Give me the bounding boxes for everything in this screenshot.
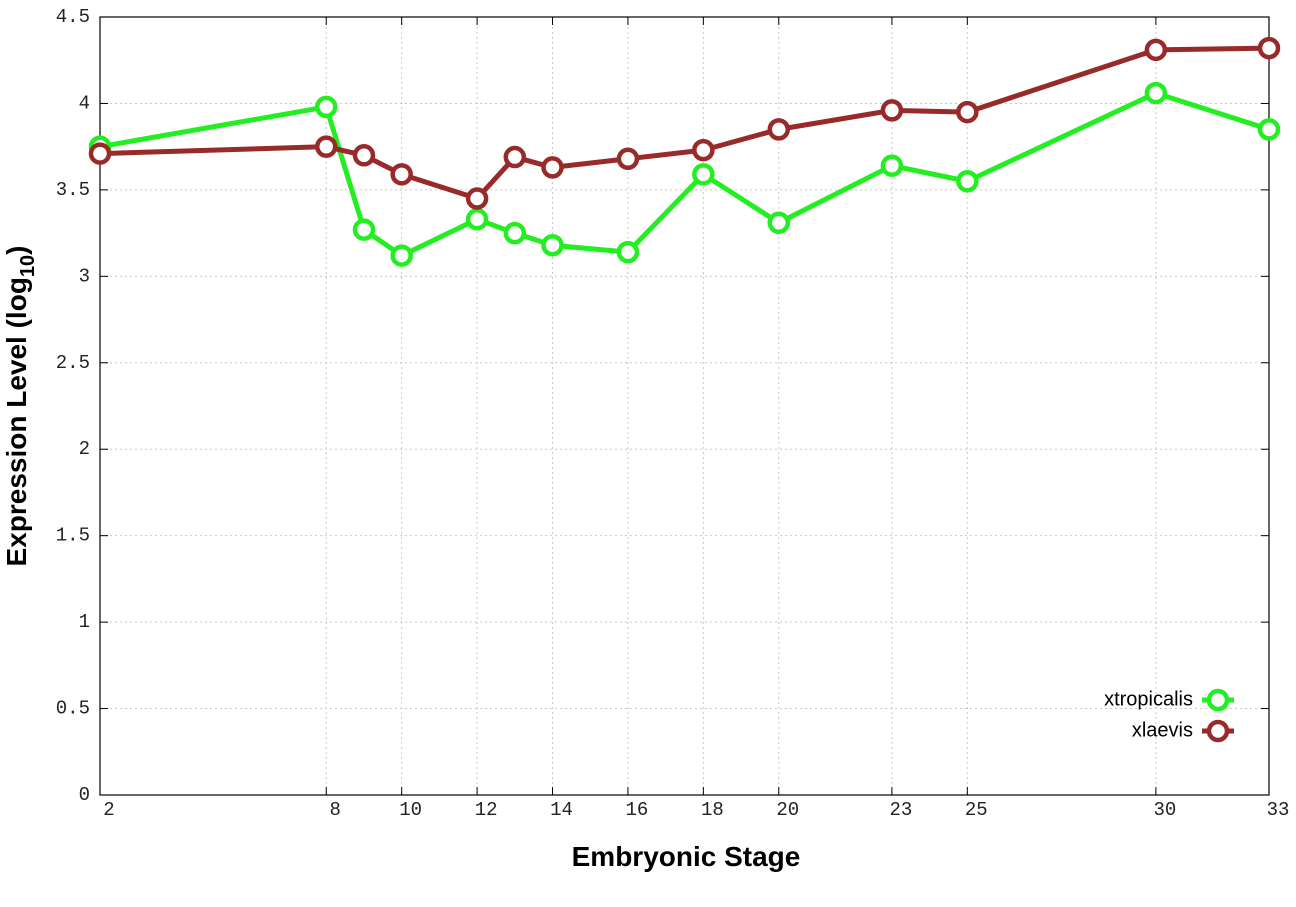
y-axis-title-end: ) [1, 246, 32, 255]
point [956, 169, 979, 193]
y-axis-title-sub: 10 [17, 255, 39, 277]
x-tick-label: 12 [475, 799, 498, 821]
y-tick-label: 2.5 [56, 352, 90, 374]
legend-marker [1206, 719, 1230, 743]
point [88, 142, 112, 165]
point [880, 99, 904, 122]
point [767, 211, 791, 234]
x-tick-label: 30 [1153, 799, 1176, 821]
x-tick-label: 20 [776, 799, 799, 821]
point [1144, 38, 1168, 62]
point [541, 233, 564, 257]
point [352, 144, 376, 167]
y-tick-label: 1.5 [56, 525, 90, 547]
point [692, 138, 715, 162]
x-tick-label: 16 [626, 799, 649, 821]
point [616, 147, 640, 171]
point [352, 218, 376, 241]
point [1257, 36, 1281, 60]
y-tick-label: 2 [79, 438, 90, 460]
y-axis-title-main: Expression Level (log [1, 277, 32, 566]
x-tick-label: 8 [330, 799, 341, 821]
point [503, 221, 527, 245]
x-tick-label: 2 [103, 799, 114, 821]
point [880, 154, 904, 177]
y-axis-title: Expression Level (log10) [1, 246, 39, 567]
y-tick-label: 4 [79, 92, 90, 114]
point [1257, 118, 1281, 141]
y-tick-label: 4.5 [56, 6, 90, 28]
point [1144, 81, 1168, 105]
y-tick-label: 3 [79, 265, 90, 287]
x-tick-label: 14 [550, 799, 573, 821]
legend-label: xtropicalis [1104, 688, 1193, 710]
point [465, 187, 489, 210]
point [390, 163, 413, 186]
legend-marker [1206, 688, 1230, 712]
legend-label: xlaevis [1132, 719, 1193, 741]
point [315, 135, 338, 158]
x-tick-label: 10 [399, 799, 422, 821]
point [503, 145, 527, 169]
point [390, 244, 413, 267]
y-tick-label: 3.5 [56, 179, 90, 201]
x-tick-label: 18 [701, 799, 724, 821]
plot-frame [99, 16, 1270, 796]
point [956, 100, 979, 124]
y-tick-label: 0.5 [56, 698, 90, 720]
point [465, 208, 489, 231]
y-tick-label: 1 [79, 611, 90, 633]
x-tick-label: 23 [889, 799, 912, 821]
point [541, 156, 564, 179]
x-tick-label: 33 [1267, 799, 1290, 821]
x-axis-title: Embryonic Stage [572, 841, 801, 872]
y-tick-label: 0 [79, 784, 90, 806]
point [616, 240, 640, 264]
x-tick-label: 25 [965, 799, 988, 821]
point [315, 95, 338, 119]
point [767, 118, 791, 141]
point [692, 163, 715, 186]
